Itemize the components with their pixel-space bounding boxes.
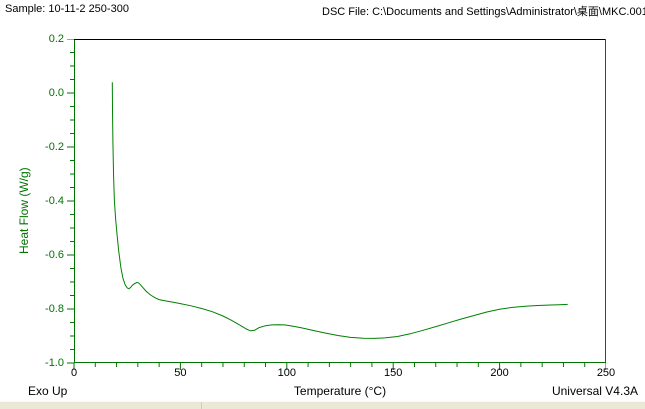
y-axis-title: Heat Flow (W/g) <box>17 167 31 254</box>
sample-label: Sample: 10-11-2 250-300 <box>5 3 129 15</box>
exo-up-label: Exo Up <box>28 384 68 398</box>
y-tick-label: 0.0 <box>48 87 64 99</box>
software-version-label: Universal V4.3A <box>551 384 638 398</box>
y-tick-label: -0.8 <box>45 303 64 315</box>
plot-area[interactable] <box>66 39 606 371</box>
x-tick-label: 0 <box>70 367 78 379</box>
dsc-curve[interactable] <box>111 82 568 339</box>
y-tick-label: -0.2 <box>45 141 64 153</box>
y-tick-label: -0.6 <box>45 249 64 261</box>
x-tick-label: 250 <box>596 367 616 379</box>
x-tick-label: 150 <box>384 367 403 379</box>
y-tick-label: -1.0 <box>45 357 64 369</box>
x-axis-title: Temperature (°C) <box>293 384 387 398</box>
status-bar-divider <box>201 402 202 409</box>
y-tick-label: 0.2 <box>48 33 64 45</box>
x-tick-label: 100 <box>277 367 296 379</box>
y-tick-label: -0.4 <box>45 195 64 207</box>
status-bar <box>0 401 645 409</box>
x-tick-label: 200 <box>490 367 509 379</box>
dsc-file-path-label: DSC File: C:\Documents and Settings\Admi… <box>322 6 645 18</box>
x-tick-label: 50 <box>174 367 187 379</box>
